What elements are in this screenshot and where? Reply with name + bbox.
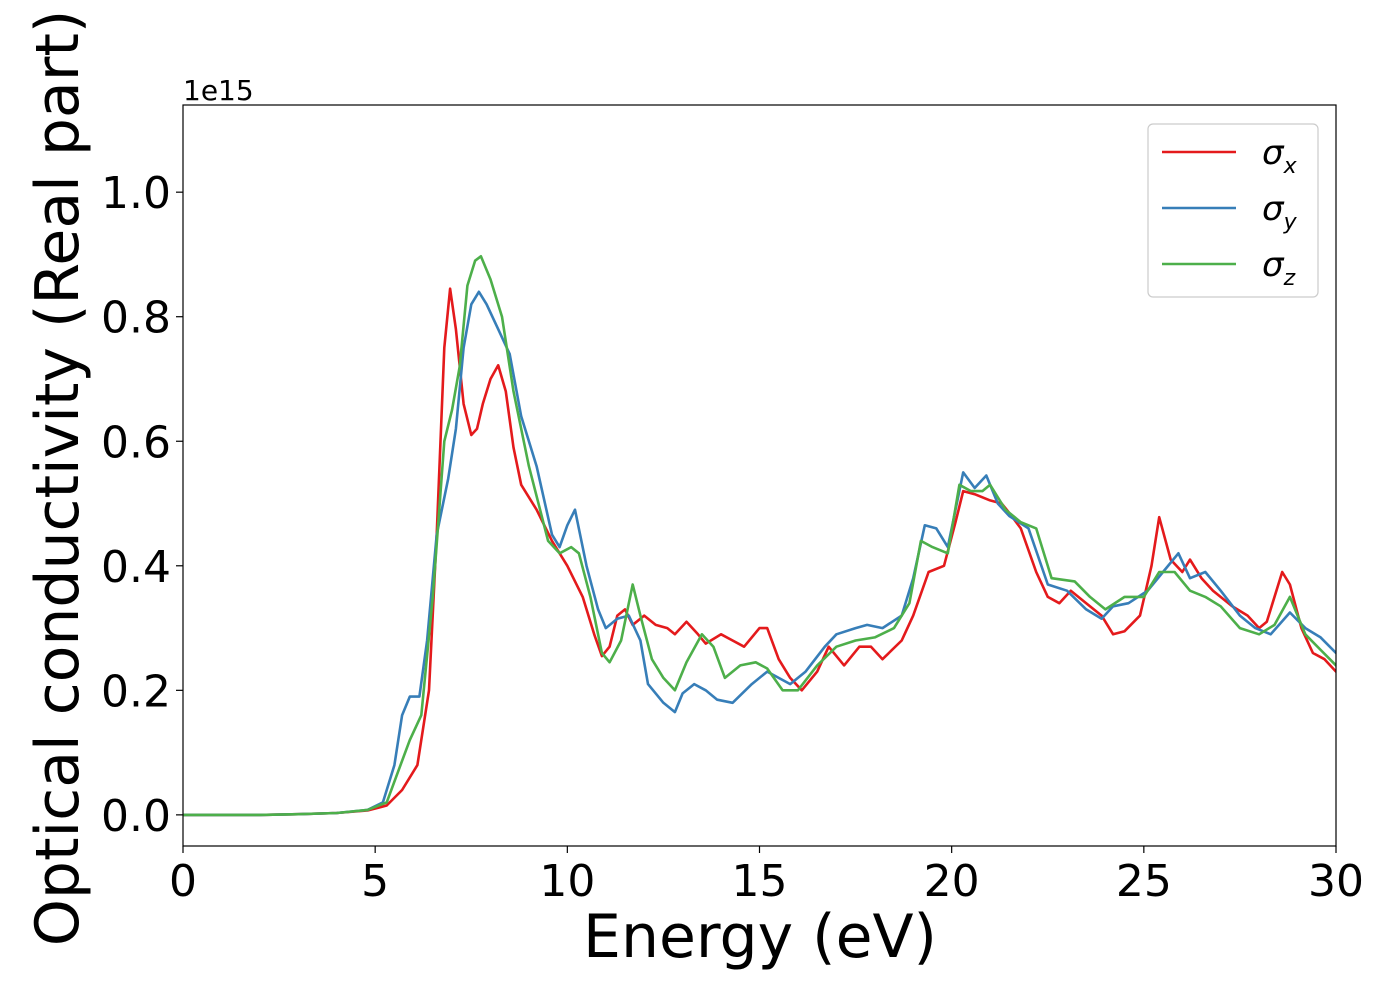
x-tick-label: 25 bbox=[1116, 856, 1172, 907]
legend-item-z: σz bbox=[1162, 245, 1296, 291]
x-tick-label: 20 bbox=[924, 856, 980, 907]
legend-symbol: σ bbox=[1262, 189, 1285, 229]
y-tick-label: 0.8 bbox=[101, 293, 171, 344]
x-tick-label: 0 bbox=[169, 856, 197, 907]
x-tick-label: 15 bbox=[732, 856, 788, 907]
legend-subscript: x bbox=[1283, 154, 1298, 179]
y-tick-label: 0.0 bbox=[101, 791, 171, 842]
y-tick-label: 0.2 bbox=[101, 666, 171, 717]
legend-item-x: σx bbox=[1162, 133, 1298, 179]
x-axis-ticks: 0 5 10 15 20 25 30 bbox=[169, 846, 1364, 907]
legend-symbol: σ bbox=[1262, 133, 1285, 173]
y-tick-label: 1.0 bbox=[101, 168, 171, 219]
legend-subscript: z bbox=[1283, 266, 1296, 291]
x-axis-label: Energy (eV) bbox=[583, 902, 937, 972]
x-tick-label: 10 bbox=[539, 856, 595, 907]
legend-box bbox=[1147, 123, 1319, 298]
y-tick-label: 0.6 bbox=[101, 417, 171, 468]
legend-symbol: σ bbox=[1262, 245, 1285, 285]
x-tick-label: 5 bbox=[361, 856, 389, 907]
legend-label: σx bbox=[1262, 133, 1298, 179]
y-axis-ticks: 0.0 0.2 0.4 0.6 0.8 1.0 bbox=[101, 168, 183, 842]
series-line-x bbox=[183, 287, 1336, 817]
series-line-y bbox=[183, 290, 1336, 817]
x-tick-label: 30 bbox=[1308, 856, 1364, 907]
series-lines bbox=[183, 255, 1336, 817]
legend-subscript: y bbox=[1283, 210, 1298, 235]
legend-label: σy bbox=[1262, 189, 1298, 235]
y-axis-label: Optical conductivity (Real part) bbox=[23, 10, 93, 947]
series-line-z bbox=[183, 255, 1336, 817]
y-offset-text: 1e15 bbox=[183, 74, 254, 107]
y-tick-label: 0.4 bbox=[101, 542, 171, 593]
legend-label: σz bbox=[1262, 245, 1296, 291]
legend-item-y: σy bbox=[1162, 189, 1298, 235]
